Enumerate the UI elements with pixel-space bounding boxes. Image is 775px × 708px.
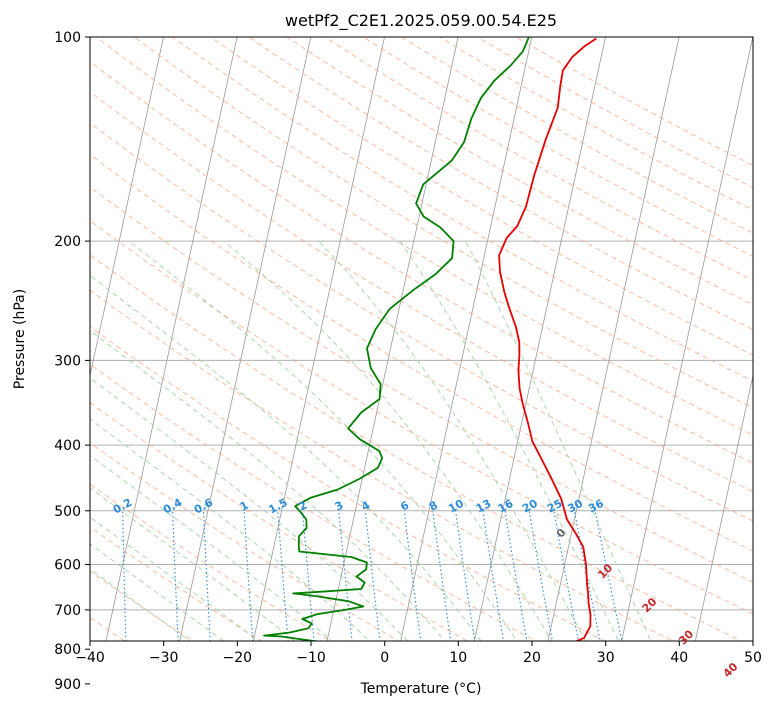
- isotherm-line: [90, 37, 164, 378]
- isotherm-line: [694, 373, 753, 641]
- y-tick-label: 400: [54, 438, 81, 454]
- mixing-ratio-line: [243, 510, 254, 641]
- moist-adiabat-line: [90, 274, 482, 641]
- moist-adiabat-line: [90, 329, 446, 641]
- y-tick-label: 500: [54, 504, 81, 520]
- moist-adiabat-line: [90, 377, 409, 641]
- dry-adiabat-line: [90, 91, 753, 493]
- x-tick-label: −40: [75, 650, 105, 666]
- dry-adiabat-line: [90, 526, 263, 641]
- plot-frame: [89, 36, 754, 642]
- x-tick-label: 40: [670, 650, 688, 666]
- y-tick-label: 300: [54, 353, 81, 369]
- mixing-ratio-label: 13: [474, 497, 494, 516]
- y-tick-label: 800: [54, 642, 81, 658]
- dry-adiabat-line: [90, 219, 753, 615]
- mixing-ratio-line: [594, 510, 623, 641]
- y-tick-label: 700: [54, 603, 81, 619]
- chart-title: wetPf2_C2E1.2025.059.00.54.E25: [285, 11, 557, 31]
- mixing-ratio-line: [553, 510, 580, 641]
- dewpoint-profile-line: [263, 37, 530, 641]
- isotherm-line: [547, 37, 680, 641]
- dry-adiabat-line: [90, 153, 753, 552]
- dry-adiabat-line: [90, 442, 400, 641]
- dry-adiabat-line: [95, 37, 753, 436]
- mixing-ratio-label: 25: [545, 497, 565, 516]
- x-tick-label: −30: [149, 650, 179, 666]
- moist-adiabat-line: [90, 516, 260, 641]
- x-tick-label: 10: [449, 650, 467, 666]
- moist-adiabat-line: [465, 240, 652, 641]
- x-tick-label: 0: [380, 650, 389, 666]
- mixing-ratio-line: [202, 510, 211, 641]
- isotherm-line: [105, 37, 238, 641]
- dry-adiabat-line: [90, 483, 332, 641]
- plot-area: [90, 37, 753, 641]
- x-tick-label: 30: [597, 650, 615, 666]
- isotherm-line: [326, 37, 459, 641]
- mixing-ratio-label: 10: [446, 497, 466, 516]
- y-axis-title: Pressure (hPa): [12, 289, 28, 389]
- y-tick-label: 600: [54, 558, 81, 574]
- mixing-ratio-label: 36: [586, 497, 606, 516]
- moist-adiabat-line: [318, 240, 587, 641]
- x-tick-label: 50: [744, 650, 762, 666]
- mixing-ratio-line: [573, 510, 601, 641]
- mixing-ratio-line: [122, 510, 127, 641]
- x-tick-label: −10: [296, 650, 326, 666]
- x-tick-label: 20: [523, 650, 541, 666]
- mixing-ratio-label: 20: [520, 497, 540, 516]
- temperature-profile-line: [498, 37, 597, 641]
- y-tick-label: 100: [54, 30, 81, 46]
- moist-adiabat-line: [128, 240, 518, 641]
- isotherm-line: [473, 37, 606, 641]
- isotherm-line: [400, 37, 533, 641]
- y-tick-label: 900: [54, 677, 81, 693]
- moist-adiabat-line: [90, 543, 225, 641]
- moist-adiabat-line: [223, 240, 553, 641]
- dry-adiabat-line: [248, 37, 753, 331]
- dry-adiabat-line: [172, 37, 753, 382]
- moist-adiabat-line: [90, 418, 371, 641]
- x-tick-label: −20: [223, 650, 253, 666]
- mixing-ratio-label: 30: [565, 497, 585, 516]
- dry-adiabat-line: [90, 289, 675, 641]
- mixing-ratio-line: [172, 510, 179, 641]
- isotherm-line: [252, 37, 385, 641]
- mixing-ratio-label: 16: [496, 497, 516, 516]
- axis-ticks: −40 −30 −20 −10 0 10 20 30 40 50 100 200 300 400 500 60…: [45, 30, 762, 708]
- x-axis-title: Temperature (°C): [360, 681, 482, 697]
- y-tick-label: 200: [54, 234, 81, 250]
- moist-adiabat-line: [399, 240, 620, 641]
- dry-adiabat-line: [90, 254, 743, 641]
